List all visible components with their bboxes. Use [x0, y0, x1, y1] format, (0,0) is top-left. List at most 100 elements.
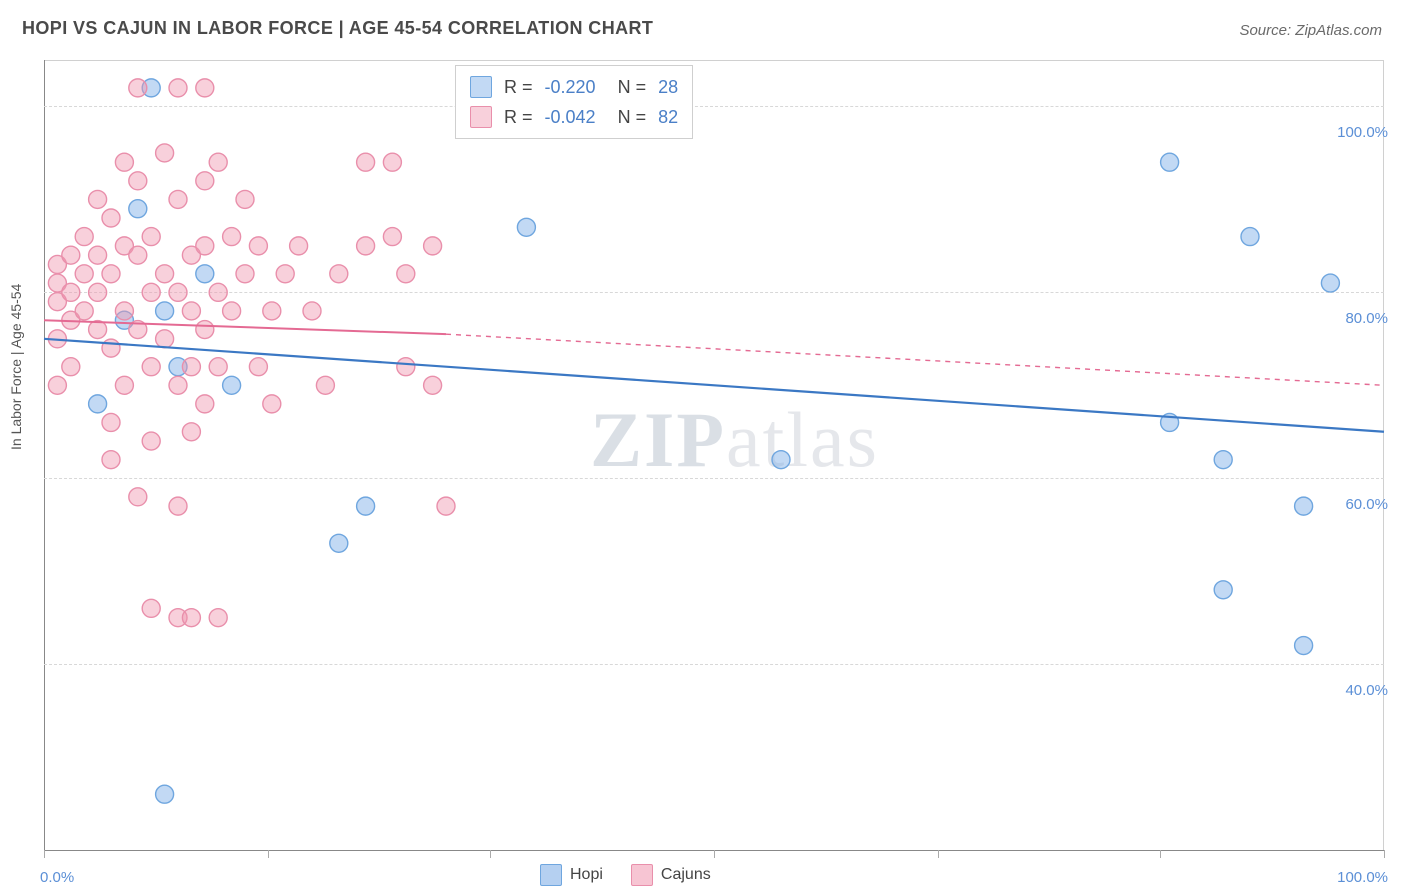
cajuns-n-value: 82: [658, 102, 678, 132]
scatter-point-cajuns: [142, 432, 160, 450]
scatter-point-hopi: [89, 395, 107, 413]
scatter-point-cajuns: [196, 395, 214, 413]
x-tickmark: [938, 850, 939, 858]
scatter-point-cajuns: [196, 79, 214, 97]
swatch-cajuns-bottom: [631, 864, 653, 886]
scatter-point-cajuns: [249, 237, 267, 255]
legend-label-hopi: Hopi: [570, 866, 603, 884]
hopi-r-value: -0.220: [545, 72, 596, 102]
scatter-point-cajuns: [115, 376, 133, 394]
scatter-point-hopi: [156, 302, 174, 320]
scatter-point-cajuns: [196, 172, 214, 190]
scatter-point-cajuns: [169, 79, 187, 97]
scatter-point-cajuns: [129, 488, 147, 506]
scatter-point-cajuns: [196, 237, 214, 255]
scatter-point-cajuns: [357, 153, 375, 171]
x-tickmark: [1384, 850, 1385, 858]
scatter-point-cajuns: [276, 265, 294, 283]
scatter-point-cajuns: [397, 358, 415, 376]
scatter-point-cajuns: [290, 237, 308, 255]
scatter-point-cajuns: [169, 190, 187, 208]
scatter-point-hopi: [1161, 153, 1179, 171]
scatter-point-cajuns: [62, 246, 80, 264]
scatter-point-cajuns: [75, 228, 93, 246]
scatter-point-cajuns: [62, 358, 80, 376]
scatter-point-cajuns: [102, 451, 120, 469]
cajuns-r-value: -0.042: [545, 102, 596, 132]
scatter-point-hopi: [196, 265, 214, 283]
scatter-point-cajuns: [209, 358, 227, 376]
scatter-point-cajuns: [142, 283, 160, 301]
source-attribution: Source: ZipAtlas.com: [1239, 22, 1382, 39]
x-tickmark: [44, 850, 45, 858]
chart-title: HOPI VS CAJUN IN LABOR FORCE | AGE 45-54…: [22, 18, 653, 39]
legend-item-hopi: Hopi: [540, 864, 603, 886]
series-legend: Hopi Cajuns: [540, 864, 711, 886]
scatter-point-cajuns: [249, 358, 267, 376]
scatter-point-cajuns: [316, 376, 334, 394]
swatch-hopi-bottom: [540, 864, 562, 886]
scatter-point-hopi: [330, 534, 348, 552]
scatter-point-cajuns: [129, 79, 147, 97]
scatter-point-cajuns: [115, 153, 133, 171]
x-tick-min: 0.0%: [40, 869, 74, 886]
legend-row-cajuns: R = -0.042 N = 82: [470, 102, 678, 132]
scatter-point-cajuns: [156, 265, 174, 283]
legend-item-cajuns: Cajuns: [631, 864, 711, 886]
scatter-point-cajuns: [156, 144, 174, 162]
scatter-point-hopi: [223, 376, 241, 394]
scatter-point-cajuns: [223, 228, 241, 246]
scatter-point-cajuns: [424, 237, 442, 255]
scatter-point-cajuns: [62, 283, 80, 301]
scatter-point-cajuns: [182, 302, 200, 320]
scatter-point-cajuns: [196, 321, 214, 339]
scatter-point-cajuns: [263, 302, 281, 320]
scatter-point-cajuns: [75, 265, 93, 283]
scatter-point-cajuns: [48, 376, 66, 394]
scatter-point-cajuns: [115, 302, 133, 320]
x-tickmark: [714, 850, 715, 858]
scatter-point-hopi: [357, 497, 375, 515]
scatter-point-cajuns: [156, 330, 174, 348]
scatter-point-hopi: [1214, 451, 1232, 469]
scatter-point-cajuns: [182, 358, 200, 376]
legend-row-hopi: R = -0.220 N = 28: [470, 72, 678, 102]
swatch-cajuns: [470, 106, 492, 128]
scatter-point-cajuns: [142, 358, 160, 376]
scatter-point-cajuns: [169, 283, 187, 301]
scatter-point-cajuns: [424, 376, 442, 394]
scatter-point-cajuns: [383, 153, 401, 171]
x-tick-max: 100.0%: [1337, 869, 1388, 886]
scatter-point-cajuns: [330, 265, 348, 283]
scatter-point-cajuns: [102, 339, 120, 357]
x-tickmark: [268, 850, 269, 858]
scatter-point-cajuns: [236, 190, 254, 208]
scatter-point-cajuns: [142, 228, 160, 246]
scatter-point-hopi: [1295, 637, 1313, 655]
scatter-point-cajuns: [209, 609, 227, 627]
scatter-point-cajuns: [236, 265, 254, 283]
x-tickmark: [1160, 850, 1161, 858]
scatter-point-hopi: [1214, 581, 1232, 599]
scatter-point-hopi: [1295, 497, 1313, 515]
scatter-point-hopi: [772, 451, 790, 469]
scatter-point-cajuns: [89, 246, 107, 264]
scatter-point-hopi: [517, 218, 535, 236]
scatter-point-cajuns: [102, 209, 120, 227]
scatter-point-hopi: [129, 200, 147, 218]
scatter-point-cajuns: [89, 283, 107, 301]
trendline-extrapolated-cajuns: [446, 334, 1384, 385]
hopi-n-value: 28: [658, 72, 678, 102]
scatter-point-cajuns: [303, 302, 321, 320]
scatter-point-cajuns: [383, 228, 401, 246]
scatter-point-cajuns: [209, 153, 227, 171]
y-axis-label: In Labor Force | Age 45-54: [8, 284, 24, 450]
scatter-point-cajuns: [102, 265, 120, 283]
legend-label-cajuns: Cajuns: [661, 866, 711, 884]
scatter-point-cajuns: [357, 237, 375, 255]
scatter-point-hopi: [1241, 228, 1259, 246]
x-tickmark: [490, 850, 491, 858]
scatter-point-hopi: [156, 785, 174, 803]
scatter-point-cajuns: [129, 246, 147, 264]
scatter-point-cajuns: [223, 302, 241, 320]
